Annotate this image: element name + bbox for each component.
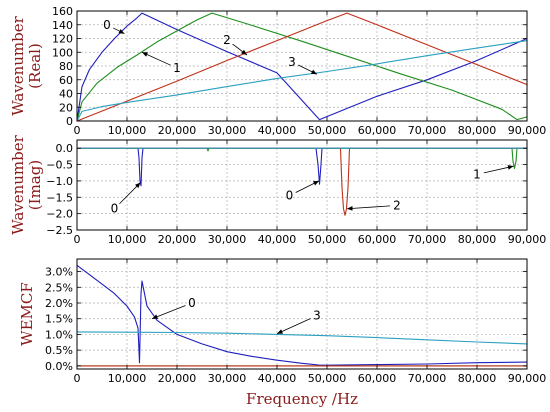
y-tick-label: 60 [59,74,73,87]
x-tick-label: 0 [74,124,81,137]
annotation-arrow [483,165,514,174]
x-tick-label: 60,000 [358,233,397,246]
y-tick-label: 80 [59,60,73,73]
x-tick-label: 50,000 [308,233,347,246]
y-tick-label: −1.5 [46,191,73,204]
series-line-2 [77,147,527,216]
x-tick-label: 0 [74,372,81,385]
y-axis-label-line: WEMCF [18,282,36,346]
panel-1: 0 10,000 20,000 30,000 40,000 50,000 60,000 70,… [9,5,546,137]
x-tick-label: 0 [74,233,81,246]
y-tick-label: 0 [66,115,73,128]
x-tick-label: 20,000 [158,124,197,137]
annotation-arrow [141,51,171,66]
panel-2: 0 10,000 20,000 30,000 40,000 50,000 60,000 70,… [9,134,546,246]
plot-frame [76,139,528,231]
series-line-3 [76,40,528,122]
y-axis-label-line: (Real) [26,43,44,89]
y-axis-label-line: Wavenumber [9,15,27,115]
y-tick-label: 0.0% [45,360,73,373]
y-tick-label: −1.0 [46,175,73,188]
y-tick-label: 0.5% [45,344,73,357]
y-tick-label: 2.5% [45,281,73,294]
y-tick-label: −0.5 [46,159,73,172]
x-tick-label: 20,000 [158,372,197,385]
x-tick-label: 50,000 [308,372,347,385]
annotation-label: 0 [111,202,119,216]
series-line-1 [77,147,527,170]
x-tick-label: 40,000 [258,124,297,137]
y-tick-label: 3.0% [45,266,73,279]
y-tick-label: 160 [52,5,73,18]
annotation-label: 2 [223,33,231,47]
annotation-arrow [346,205,391,211]
annotation-arrow [295,180,320,193]
x-tick-label: 80,000 [458,372,497,385]
x-tick-label: 50,000 [308,124,347,137]
x-tick-label: 70,000 [408,233,447,246]
y-axis-label: Wavenumber(Real) [9,15,44,115]
x-tick-label: 70,000 [408,372,447,385]
x-tick-label: 60,000 [358,124,397,137]
y-tick-label: 20 [59,101,73,114]
annotation-label: 1 [473,167,481,181]
annotation-arrow [151,305,186,320]
x-tick-label: 30,000 [208,124,247,137]
x-tick-label: 10,000 [108,233,147,246]
series-line-0 [76,12,528,122]
series-line-2 [76,12,528,122]
y-tick-label: 0.0 [56,142,74,155]
annotation-label: 0 [286,189,294,203]
series-line-3 [76,331,528,345]
panel-3: 0 10,000 20,000 30,000 40,000 50,000 60,000 70,… [18,258,547,408]
x-tick-label: 80,000 [458,124,497,137]
y-tick-label: −2.0 [46,208,73,221]
x-tick-label: 90,000 [508,372,547,385]
annotation-arrow [232,43,248,56]
y-axis-label-line: Wavenumber [9,134,27,234]
series-line-0 [77,147,527,187]
x-tick-label: 90,000 [508,233,547,246]
x-tick-label: 70,000 [408,124,447,137]
x-tick-label: 40,000 [258,372,297,385]
y-tick-label: 1.0% [45,328,73,341]
y-axis-label: Wavenumber(Imag) [9,134,44,234]
y-tick-label: −2.5 [46,224,73,237]
annotation-label: 3 [313,309,321,323]
x-tick-label: 30,000 [208,233,247,246]
annotation-arrow [298,64,318,75]
y-tick-label: 2.0% [45,297,73,310]
x-tick-label: 30,000 [208,372,247,385]
annotation-label: 3 [288,55,296,69]
annotation-arrow [276,318,311,335]
y-tick-label: 1.5% [45,313,73,326]
annotation-arrow [113,27,125,35]
annotation-label: 0 [103,18,111,32]
series-line-1 [76,12,528,122]
x-tick-label: 80,000 [458,233,497,246]
x-tick-label: 10,000 [108,372,147,385]
annotation-label: 0 [188,296,196,310]
y-axis-label-line: (Imag) [26,160,44,210]
annotation-label: 1 [173,61,181,75]
x-tick-label: 10,000 [108,124,147,137]
y-axis-label: WEMCF [18,282,36,346]
annotation-arrow [119,182,141,205]
x-axis-label: Frequency /Hz [246,390,358,408]
y-tick-label: 120 [52,33,73,46]
x-tick-label: 90,000 [508,124,547,137]
plot-frame [76,258,528,370]
y-tick-label: 40 [59,88,73,101]
x-tick-label: 40,000 [258,233,297,246]
annotation-label: 2 [393,198,401,212]
y-tick-label: 100 [52,46,73,59]
y-tick-label: 140 [52,19,73,32]
x-tick-label: 60,000 [358,372,397,385]
x-tick-label: 20,000 [158,233,197,246]
